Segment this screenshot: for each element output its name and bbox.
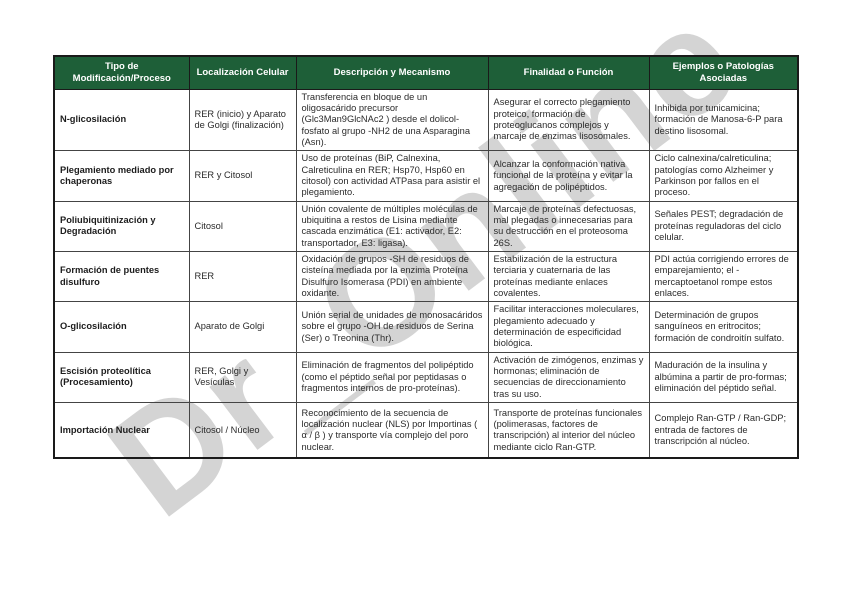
cell-tipo: Formación de puentes disulfuro: [53, 251, 190, 303]
cell-localizacion: RER (inicio) y Aparato de Golgi (finaliz…: [188, 88, 297, 152]
cell-localizacion: Citosol: [188, 200, 297, 253]
cell-ejemplos: Inhibida por tunicamicina; formación de …: [648, 88, 799, 152]
column-header-descripcion: Descripción y Mecanismo: [295, 55, 489, 90]
cell-ejemplos: Determinación de grupos sanguíneos en er…: [648, 301, 799, 353]
modifications-table: Tipo de Modificación/Proceso Localizació…: [53, 55, 799, 460]
cell-descripcion: Eliminación de fragmentos del polipéptid…: [295, 351, 489, 403]
cell-localizacion: RER, Golgi y Vesículas: [188, 351, 297, 403]
cell-finalidad: Estabilización de la estructura terciari…: [487, 251, 650, 303]
cell-tipo: O-glicosilación: [53, 301, 190, 353]
cell-finalidad: Asegurar el correcto plegamiento proteic…: [487, 88, 650, 152]
table-row: O-glicosilación Aparato de Golgi Unión s…: [53, 301, 799, 353]
column-header-localizacion: Localización Celular: [188, 55, 297, 90]
table-row: Importación Nuclear Citosol / Núcleo Rec…: [53, 401, 799, 459]
table-row: Plegamiento mediado por chaperonas RER y…: [53, 150, 799, 202]
cell-finalidad: Facilitar interacciones moleculares, ple…: [487, 301, 650, 353]
cell-localizacion: Aparato de Golgi: [188, 301, 297, 353]
cell-descripcion: Unión covalente de múltiples moléculas d…: [295, 200, 489, 253]
cell-ejemplos: PDI actúa corrigiendo errores de emparej…: [648, 251, 799, 303]
table-header-row: Tipo de Modificación/Proceso Localizació…: [53, 55, 799, 90]
cell-descripcion: Uso de proteínas (BiP, Calnexina, Calret…: [295, 150, 489, 202]
cell-localizacion: RER: [188, 251, 297, 303]
cell-ejemplos: Señales PEST; degradación de proteínas r…: [648, 200, 799, 253]
table-row: N-glicosilación RER (inicio) y Aparato d…: [53, 88, 799, 152]
cell-tipo: Importación Nuclear: [53, 401, 190, 459]
table-row: Poliubiquitinización y Degradación Citos…: [53, 200, 799, 253]
column-header-ejemplos: Ejemplos o Patologías Asociadas: [648, 55, 799, 90]
cell-finalidad: Marcaje de proteínas defectuosas, mal pl…: [487, 200, 650, 253]
cell-descripcion: Transferencia en bloque de un oligosacár…: [295, 88, 489, 152]
cell-tipo: Plegamiento mediado por chaperonas: [53, 150, 190, 202]
column-header-finalidad: Finalidad o Función: [487, 55, 650, 90]
cell-descripcion: Unión serial de unidades de monosacárido…: [295, 301, 489, 353]
cell-ejemplos: Complejo Ran-GTP / Ran-GDP; entrada de f…: [648, 401, 799, 459]
cell-descripcion: Reconocimiento de la secuencia de locali…: [295, 401, 489, 459]
cell-localizacion: Citosol / Núcleo: [188, 401, 297, 459]
table-row: Formación de puentes disulfuro RER Oxida…: [53, 251, 799, 303]
cell-tipo: Poliubiquitinización y Degradación: [53, 200, 190, 253]
cell-finalidad: Transporte de proteínas funcionales (pol…: [487, 401, 650, 459]
cell-tipo: Escisión proteolítica (Procesamiento): [53, 351, 190, 403]
table-row: Escisión proteolítica (Procesamiento) RE…: [53, 351, 799, 403]
document-page: Tipo de Modificación/Proceso Localizació…: [53, 55, 799, 460]
cell-descripcion: Oxidación de grupos -SH de residuos de c…: [295, 251, 489, 303]
column-header-tipo: Tipo de Modificación/Proceso: [53, 55, 190, 90]
cell-tipo: N-glicosilación: [53, 88, 190, 152]
cell-finalidad: Activación de zimógenos, enzimas y hormo…: [487, 351, 650, 403]
cell-ejemplos: Ciclo calnexina/calreticulina; patología…: [648, 150, 799, 202]
cell-finalidad: Alcanzar la conformación nativa funciona…: [487, 150, 650, 202]
cell-ejemplos: Maduración de la insulina y albúmina a p…: [648, 351, 799, 403]
cell-localizacion: RER y Citosol: [188, 150, 297, 202]
